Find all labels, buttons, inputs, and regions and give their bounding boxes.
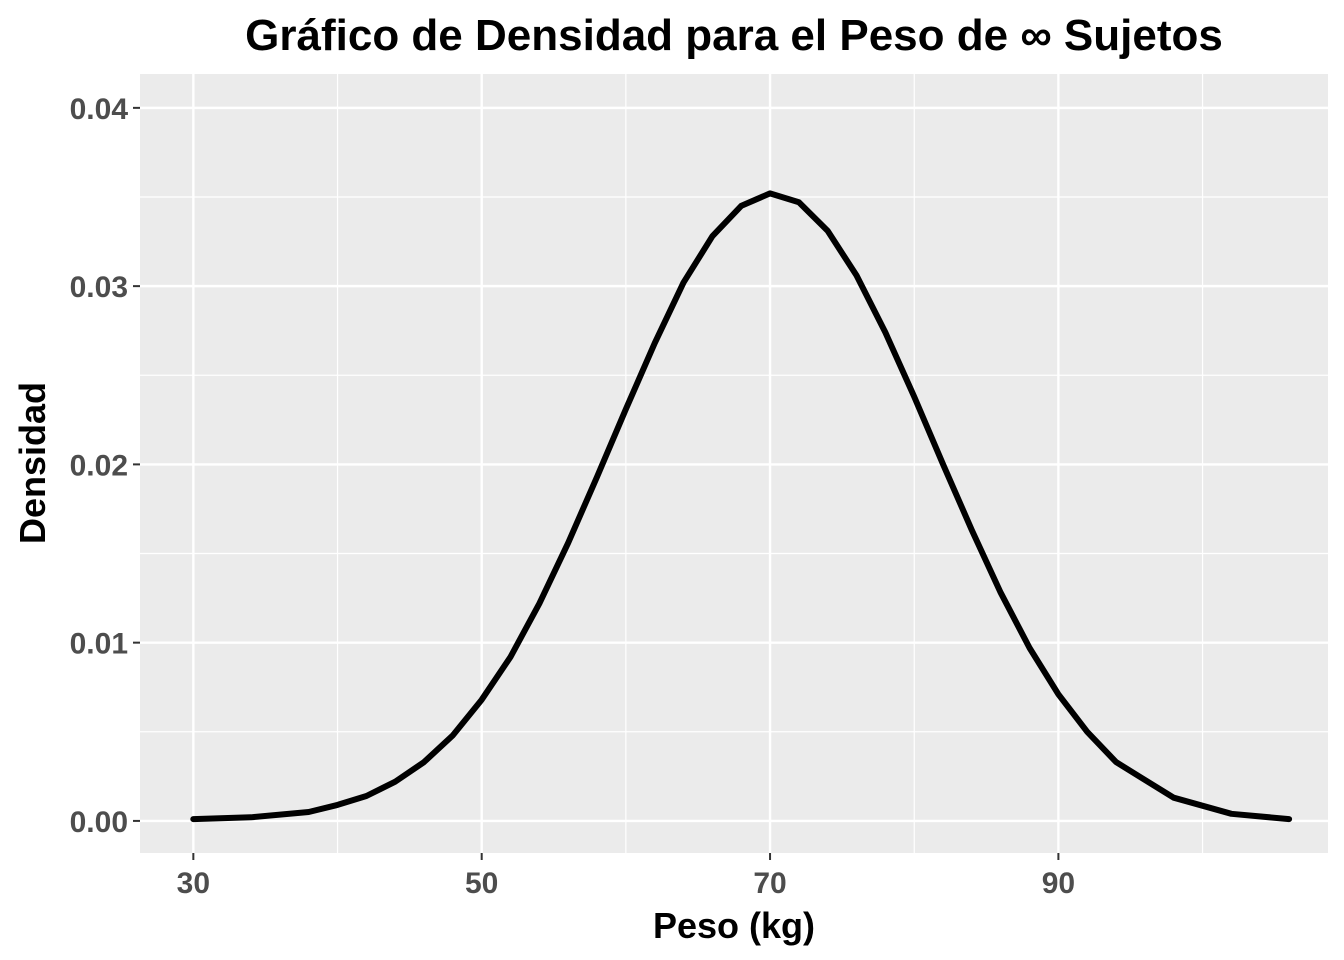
major-gridlines [140, 74, 1328, 853]
x-tick-label: 90 [1042, 867, 1075, 900]
density-curve [190, 190, 1293, 823]
y-tick-label: 0.02 [70, 449, 128, 482]
chart-title: Gráfico de Densidad para el Peso de ∞ Su… [245, 11, 1223, 60]
y-tick-label: 0.03 [70, 271, 128, 304]
x-tick-label: 50 [465, 867, 498, 900]
y-tick-label: 0.04 [70, 93, 129, 126]
y-tick-label: 0.01 [70, 628, 128, 661]
y-axis-title: Densidad [12, 382, 53, 544]
y-axis-ticks: 0.00 0.01 0.02 0.03 0.04 [70, 93, 140, 839]
x-tick-label: 30 [177, 867, 210, 900]
x-axis-title: Peso (kg) [653, 905, 815, 946]
x-axis-ticks: 30 50 70 90 [177, 853, 1075, 900]
x-tick-label: 70 [753, 867, 786, 900]
y-tick-label: 0.00 [70, 806, 128, 839]
